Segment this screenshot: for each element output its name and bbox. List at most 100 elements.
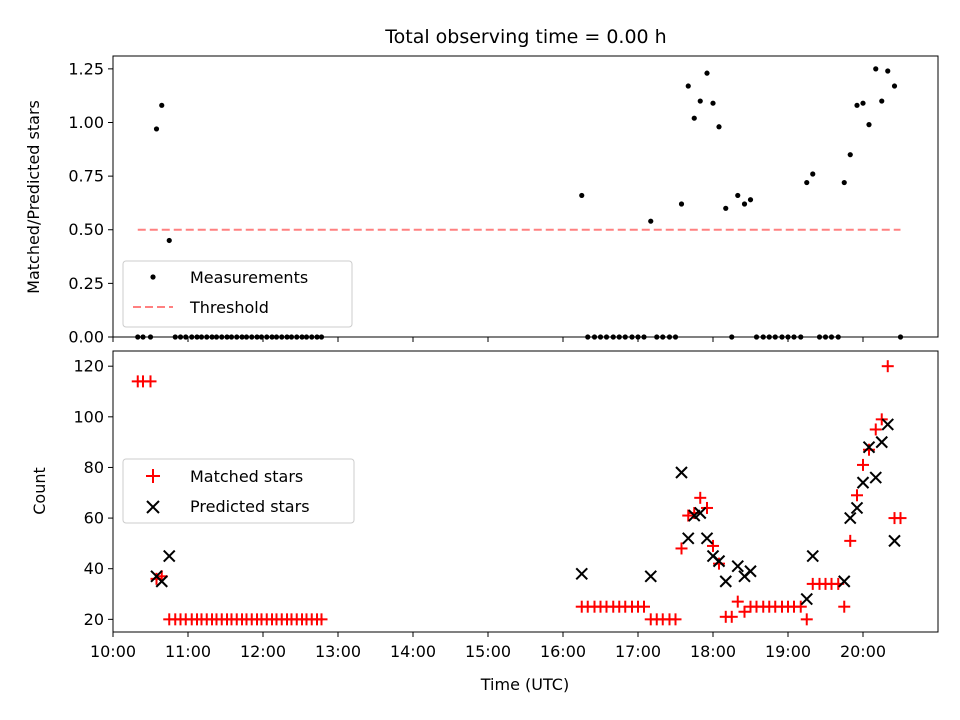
predicted-star-point [806,549,819,563]
matched-star-point [694,491,707,504]
measurement-point [166,237,172,244]
top-ylabel: Matched/Predicted stars [24,100,43,294]
measurement-point [710,100,716,106]
predicted-star-point [844,511,857,525]
legend-threshold-label: Threshold [189,298,269,317]
predicted-star-point [163,549,176,563]
measurement-point [685,83,691,89]
predicted-star-point [719,575,732,588]
matched-star-point [800,613,813,626]
bottom-ytick-label: 120 [73,357,104,376]
predicted-star-point [838,575,851,588]
measurement-point [723,205,729,211]
bottom-xtick-label: 10:00 [90,642,136,661]
bottom-xtick-label: 19:00 [765,642,811,661]
measurement-point [159,102,165,108]
top-legend: Measurements Threshold [122,260,353,328]
predicted-star-point [712,554,726,568]
bottom-plot-frame [112,350,939,633]
measurement-point [891,83,898,89]
measurement-point [804,179,810,186]
measurement-point [747,197,754,203]
measurement-point [579,192,585,199]
predicted-star-point [155,575,168,588]
top-ytick-label: 0.75 [68,167,104,186]
legend-measurements-marker [150,274,156,280]
predicted-star-point [869,471,882,484]
predicted-star-point [800,592,813,606]
predicted-star-point [700,532,714,545]
measurement-point [697,98,703,104]
matched-star-point [713,557,725,570]
predicted-star-point [875,435,888,449]
top-legend-box [122,260,353,328]
bottom-xtick-label: 13:00 [315,642,361,661]
legend-predicted-label: Predicted stars [190,497,310,516]
top-plot-frame [112,55,939,338]
predicted-star-point [862,440,876,454]
bottom-xtick-label: 12:00 [240,642,286,661]
matched-star-point [638,600,650,613]
bottom-ylabel: Count [30,467,49,515]
predicted-star-point [682,532,695,545]
bottom-xlabel: Time (UTC) [480,675,569,694]
top-ytick-label: 0.00 [68,328,104,347]
measurement-point [873,66,879,72]
bottom-ytick-label: 80 [84,458,104,477]
predicted-star-point [731,559,744,573]
matched-star-point [863,443,875,456]
matched-star-point [675,542,688,555]
predicted-star-point [744,565,757,578]
top-ytick-label: 0.50 [68,220,104,239]
matched-star-point [844,534,857,547]
measurement-point [866,122,872,128]
matched-star-point [144,375,157,388]
top-panel: Matched/Predicted stars 0.00 0.25 0.50 0.75… [24,55,939,347]
matched-star-point [725,610,738,623]
predicted-star-point [644,570,657,583]
predicted-star-point [850,501,864,515]
matched-star-point [894,512,907,525]
legend-measurements-label: Measurements [190,268,308,287]
measurement-point [153,126,160,132]
matched-star-point [869,423,882,436]
matched-star-point [315,613,328,626]
matched-star-point [688,507,701,520]
measurement-point [847,152,853,158]
matched-star-point [738,605,751,618]
predicted-star-point [694,506,707,520]
bottom-ytick-label: 40 [84,559,104,578]
bottom-legend-box [122,458,355,524]
legend-predicted-marker [146,500,160,514]
top-ytick-label: 1.00 [68,113,104,132]
bottom-legend: Matched stars Predicted stars [122,458,355,524]
bottom-xtick-label: 20:00 [840,642,886,661]
matched-star-point [857,458,869,471]
bottom-ytick-label: 60 [84,509,104,528]
predicted-star-point [575,567,588,580]
measurement-point [648,218,654,224]
measurement-point [716,124,722,130]
matched-star-point [881,360,894,373]
measurement-point [735,192,741,199]
top-ytick-label: 0.25 [68,274,104,293]
matched-star-point [701,501,713,514]
measurement-point [810,171,816,177]
matched-star-point [794,600,807,613]
measurement-point [879,98,885,104]
measurement-point [741,201,748,207]
bottom-xtick-label: 17:00 [615,642,661,661]
measurement-point [678,201,685,207]
matched-star-point [682,509,695,522]
top-ytick-label: 1.25 [68,59,104,78]
bottom-ytick-label: 20 [84,610,104,629]
predicted-star-point [675,466,688,479]
matched-star-point [838,600,851,613]
bottom-xtick-label: 16:00 [540,642,586,661]
bottom-xtick-label: 18:00 [690,642,736,661]
legend-matched-label: Matched stars [190,467,303,486]
predicted-star-point [888,534,901,548]
bottom-xtick-label: 11:00 [165,642,211,661]
